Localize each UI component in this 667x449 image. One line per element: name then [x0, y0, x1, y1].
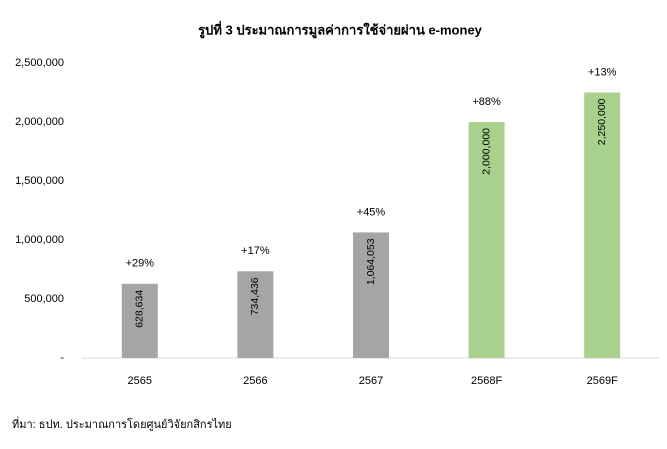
value-label: 628,634 [134, 290, 146, 328]
x-tick-label: 2566 [243, 375, 267, 387]
bar [584, 92, 621, 358]
y-tick-label: 1,000,000 [15, 234, 64, 246]
bar [121, 283, 158, 358]
x-tick-label: 2569F [587, 375, 618, 387]
x-tick-label: 2568F [471, 375, 502, 387]
value-label: 2,000,000 [480, 128, 492, 175]
value-label: 1,064,053 [365, 238, 377, 285]
x-tick-label: 2567 [359, 375, 383, 387]
growth-annotation: +17% [241, 245, 270, 257]
bar [353, 232, 389, 358]
source-note: ที่มา: ธปท. ประมาณการโดยศูนย์วิจัยกสิกรไ… [12, 416, 232, 431]
growth-annotation: +45% [357, 206, 386, 218]
chart-title: รูปที่ 3 ประมาณการมูลค่าการใช้จ่ายผ่าน e… [198, 20, 483, 38]
bar [237, 271, 274, 358]
growth-annotation: +29% [126, 258, 155, 270]
bar [468, 122, 505, 358]
growth-annotation: +88% [472, 96, 501, 108]
y-tick-label: 2,500,000 [15, 57, 64, 69]
y-tick-label: - [60, 352, 64, 364]
x-tick-label: 2565 [128, 375, 152, 387]
y-tick-label: 500,000 [24, 293, 64, 305]
growth-annotation: +13% [588, 66, 617, 78]
y-tick-label: 2,000,000 [15, 116, 64, 128]
y-tick-label: 1,500,000 [15, 175, 64, 187]
value-label: 2,250,000 [596, 98, 608, 145]
value-label: 734,436 [249, 277, 261, 315]
